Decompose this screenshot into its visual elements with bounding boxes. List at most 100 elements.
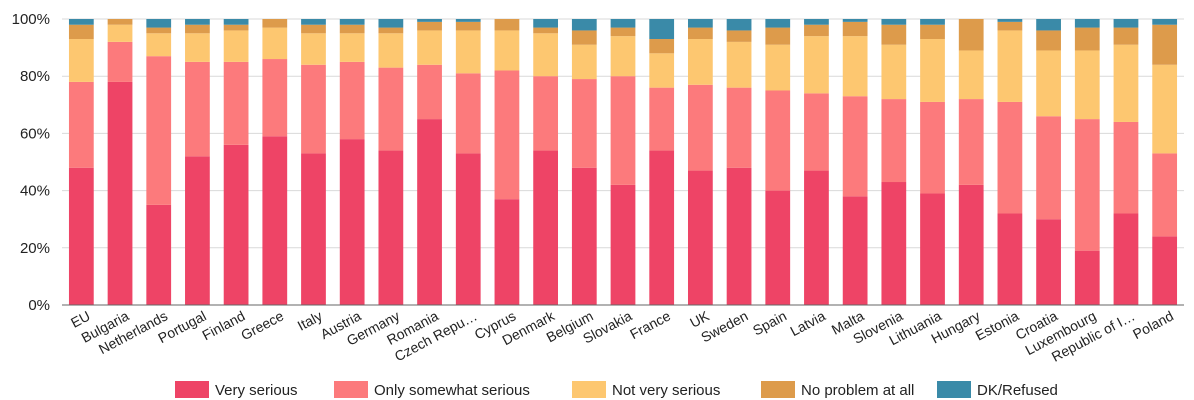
x-category-label: Greece bbox=[238, 307, 286, 343]
bar-segment bbox=[610, 19, 636, 28]
y-tick-label: 100% bbox=[12, 11, 50, 28]
bar-segment bbox=[533, 150, 559, 305]
bar-segment bbox=[185, 19, 210, 25]
bar-segment bbox=[804, 93, 829, 171]
bar-segment bbox=[920, 24, 945, 40]
x-category-label: Finland bbox=[199, 308, 247, 344]
bar-segment bbox=[339, 61, 365, 140]
bar-segment bbox=[920, 39, 945, 102]
bar-segment bbox=[301, 153, 326, 305]
y-tick-label: 20% bbox=[20, 240, 50, 257]
bar-segment bbox=[378, 150, 404, 305]
bars bbox=[68, 19, 1178, 305]
bar-segment bbox=[455, 73, 481, 154]
bar-segment bbox=[146, 27, 172, 34]
bar-segment bbox=[610, 27, 636, 37]
bar-segment bbox=[68, 81, 94, 168]
bar-segment bbox=[649, 53, 675, 88]
bar-segment bbox=[417, 21, 442, 31]
bar-segment bbox=[881, 44, 907, 100]
y-tick-label: 60% bbox=[20, 125, 50, 142]
bar-segment bbox=[262, 27, 288, 60]
bar-segment bbox=[842, 19, 868, 22]
bar-segment bbox=[958, 50, 984, 100]
bar-segment bbox=[417, 19, 442, 22]
bar-segment bbox=[1113, 213, 1139, 305]
bar-segment bbox=[146, 56, 172, 205]
bar-segment bbox=[417, 30, 442, 65]
bar-segment bbox=[1152, 19, 1178, 25]
bar-segment bbox=[1152, 236, 1178, 305]
bar-segment bbox=[687, 19, 713, 28]
bar-segment bbox=[494, 19, 520, 31]
bar-segment bbox=[1113, 121, 1139, 214]
bar-segment bbox=[1074, 19, 1100, 28]
bar-segment bbox=[494, 30, 520, 71]
bar-segment bbox=[378, 27, 404, 34]
bar-segment bbox=[1113, 27, 1139, 45]
bar-segment bbox=[881, 99, 907, 183]
bar-segment bbox=[455, 153, 481, 305]
bar-segment bbox=[687, 27, 713, 40]
bar-segment bbox=[726, 87, 752, 168]
bar-segment bbox=[1113, 44, 1139, 122]
bar-segment bbox=[533, 33, 559, 77]
bar-segment bbox=[455, 30, 481, 74]
bar-segment bbox=[455, 19, 481, 22]
bar-segment bbox=[726, 30, 752, 42]
bar-segment bbox=[1036, 50, 1061, 117]
bar-segment bbox=[301, 33, 326, 65]
bar-segment bbox=[262, 59, 288, 137]
bar-segment bbox=[610, 76, 636, 185]
y-tick-label: 40% bbox=[20, 183, 50, 200]
legend-swatch bbox=[175, 381, 209, 398]
bar-segment bbox=[533, 19, 559, 28]
bar-segment bbox=[881, 182, 907, 305]
bar-segment bbox=[881, 24, 907, 45]
bar-segment bbox=[301, 24, 326, 34]
legend-swatch bbox=[937, 381, 971, 398]
bar-segment bbox=[1036, 19, 1061, 31]
bar-segment bbox=[804, 24, 829, 37]
bar-segment bbox=[1074, 119, 1100, 251]
legend-label: Very serious bbox=[215, 382, 298, 399]
bar-segment bbox=[417, 64, 442, 120]
bar-segment bbox=[301, 19, 326, 25]
y-axis-tick-labels: 0% 20% 40% 60% 80% 100% bbox=[12, 11, 50, 314]
bar-segment bbox=[571, 79, 597, 168]
bar-segment bbox=[726, 167, 752, 305]
bar-segment bbox=[958, 184, 984, 305]
bar-segment bbox=[571, 167, 597, 305]
bar-segment bbox=[185, 24, 210, 34]
bar-segment bbox=[997, 21, 1023, 31]
bar-segment bbox=[262, 136, 288, 305]
legend: Very serious Only somewhat serious Not ver… bbox=[175, 381, 1058, 399]
bar-segment bbox=[765, 90, 791, 191]
x-category-label: France bbox=[627, 307, 673, 342]
bar-segment bbox=[146, 19, 172, 28]
bar-segment bbox=[68, 167, 94, 305]
bar-segment bbox=[687, 84, 713, 171]
y-tick-label: 0% bbox=[28, 297, 50, 314]
bar-segment bbox=[68, 24, 94, 40]
bar-segment bbox=[1036, 116, 1061, 220]
bar-segment bbox=[378, 19, 404, 28]
bar-segment bbox=[68, 19, 94, 25]
bar-segment bbox=[571, 30, 597, 45]
bar-segment bbox=[107, 41, 133, 82]
bar-segment bbox=[804, 36, 829, 94]
bar-segment bbox=[223, 24, 249, 31]
bar-segment bbox=[997, 213, 1023, 305]
bar-segment bbox=[997, 19, 1023, 22]
bar-segment bbox=[1152, 24, 1178, 65]
bar-segment bbox=[185, 156, 210, 305]
bar-segment bbox=[726, 19, 752, 31]
bar-segment bbox=[571, 44, 597, 80]
bar-segment bbox=[649, 19, 675, 40]
bar-segment bbox=[610, 36, 636, 77]
bar-segment bbox=[687, 39, 713, 85]
bar-segment bbox=[842, 196, 868, 305]
bar-segment bbox=[223, 144, 249, 305]
bar-segment bbox=[958, 99, 984, 185]
